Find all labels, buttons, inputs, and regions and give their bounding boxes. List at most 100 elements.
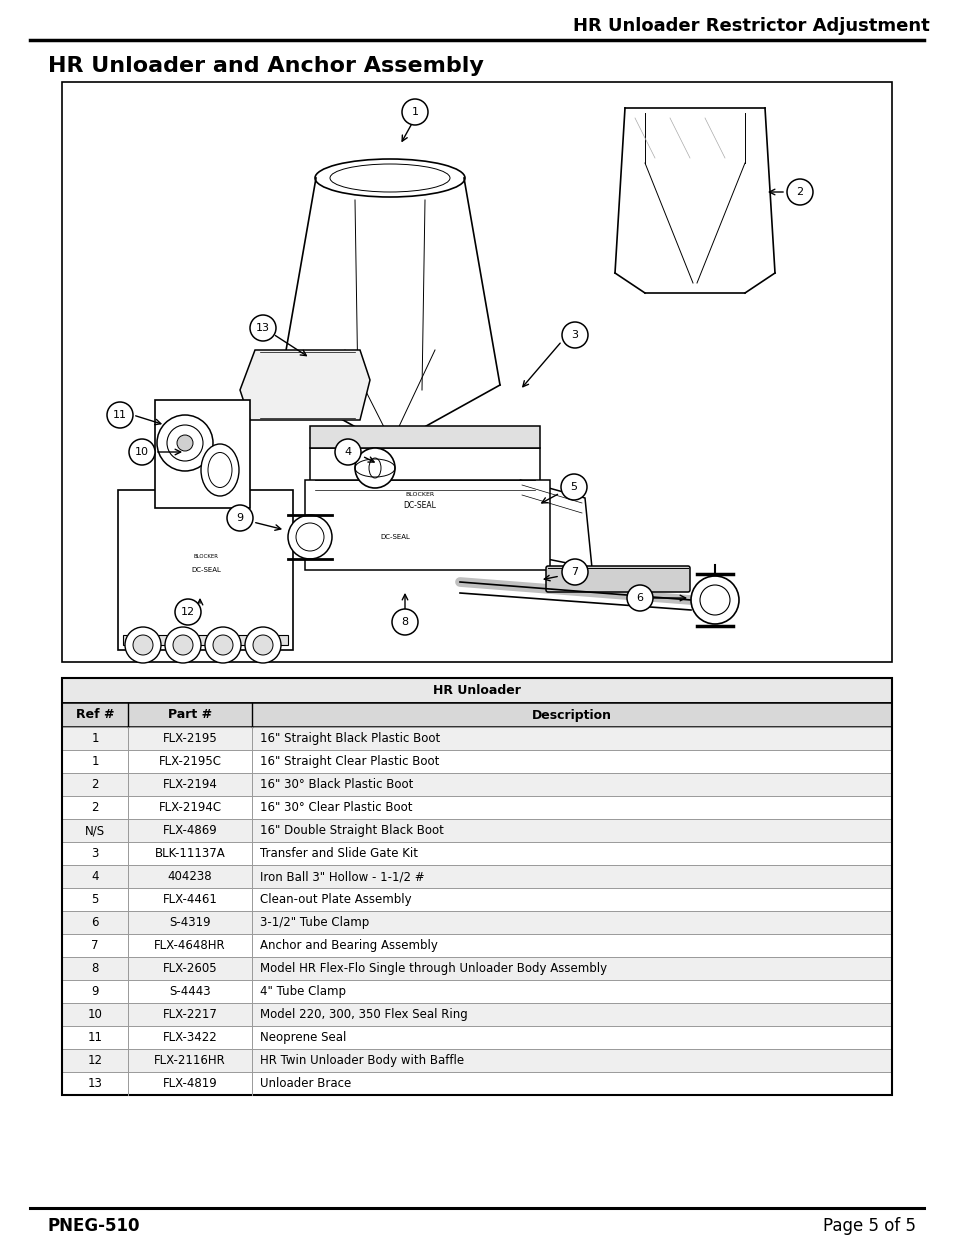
Text: Iron Ball 3" Hollow - 1-1/2 #: Iron Ball 3" Hollow - 1-1/2 #: [260, 869, 424, 883]
Circle shape: [700, 585, 729, 615]
Text: 2: 2: [91, 778, 99, 790]
Circle shape: [129, 438, 154, 466]
Bar: [62, 864, 891, 888]
Bar: [62, 1072, 891, 1095]
Bar: [62, 934, 891, 957]
Text: 9: 9: [91, 986, 99, 998]
Text: 16" Straight Clear Plastic Boot: 16" Straight Clear Plastic Boot: [260, 755, 439, 768]
Text: Model HR Flex-Flo Single through Unloader Body Assembly: Model HR Flex-Flo Single through Unloade…: [260, 962, 606, 974]
Ellipse shape: [208, 452, 232, 488]
Text: BLOCKER: BLOCKER: [193, 555, 218, 559]
Bar: [62, 82, 891, 662]
Bar: [62, 864, 891, 888]
FancyBboxPatch shape: [545, 566, 689, 592]
Text: 11: 11: [112, 410, 127, 420]
Bar: [345, 432, 444, 450]
Bar: [62, 1003, 891, 1026]
Text: FLX-2194C: FLX-2194C: [158, 802, 221, 814]
Text: FLX-2605: FLX-2605: [163, 962, 217, 974]
Circle shape: [253, 635, 273, 655]
Circle shape: [132, 635, 152, 655]
Bar: [62, 703, 891, 727]
Bar: [62, 1049, 891, 1072]
Bar: [310, 448, 539, 520]
Text: Anchor and Bearing Assembly: Anchor and Bearing Assembly: [260, 939, 437, 952]
Circle shape: [250, 315, 275, 341]
Text: HR Unloader and Anchor Assembly: HR Unloader and Anchor Assembly: [48, 56, 483, 77]
Bar: [62, 727, 891, 750]
Text: DC-SEAL: DC-SEAL: [403, 500, 436, 510]
Text: 9: 9: [236, 513, 243, 522]
Text: 3-1/2" Tube Clamp: 3-1/2" Tube Clamp: [260, 916, 369, 929]
Ellipse shape: [314, 159, 464, 198]
Text: FLX-4819: FLX-4819: [162, 1077, 217, 1091]
Circle shape: [177, 435, 193, 451]
Circle shape: [167, 425, 203, 461]
Bar: [62, 797, 891, 819]
Text: 16" Double Straight Black Boot: 16" Double Straight Black Boot: [260, 824, 443, 837]
Bar: [62, 911, 891, 934]
Ellipse shape: [330, 164, 450, 191]
Circle shape: [227, 505, 253, 531]
Polygon shape: [519, 480, 592, 568]
Text: 7: 7: [91, 939, 99, 952]
Text: 11: 11: [88, 1031, 102, 1044]
Bar: [62, 981, 891, 1003]
Bar: [62, 819, 891, 842]
Text: Transfer and Slide Gate Kit: Transfer and Slide Gate Kit: [260, 847, 417, 860]
Text: BLOCKER: BLOCKER: [405, 493, 435, 498]
Text: PNEG-510: PNEG-510: [48, 1216, 140, 1235]
Bar: [62, 957, 891, 981]
Text: 6: 6: [636, 593, 643, 603]
Bar: [62, 888, 891, 911]
Text: Ref #: Ref #: [75, 709, 114, 721]
Bar: [62, 1049, 891, 1072]
Circle shape: [392, 609, 417, 635]
Text: 8: 8: [401, 618, 408, 627]
Text: 404238: 404238: [168, 869, 213, 883]
Text: S-4443: S-4443: [169, 986, 211, 998]
Text: Part #: Part #: [168, 709, 212, 721]
Circle shape: [786, 179, 812, 205]
Text: 4" Tube Clamp: 4" Tube Clamp: [260, 986, 346, 998]
Bar: [62, 911, 891, 934]
Text: BLK-11137A: BLK-11137A: [154, 847, 225, 860]
Bar: [62, 981, 891, 1003]
Text: Description: Description: [532, 709, 612, 721]
Text: FLX-3422: FLX-3422: [162, 1031, 217, 1044]
Bar: [62, 1072, 891, 1095]
Bar: [62, 888, 891, 911]
Text: 8: 8: [91, 962, 98, 974]
Bar: [62, 934, 891, 957]
Text: 10: 10: [135, 447, 149, 457]
Text: DC-SEAL: DC-SEAL: [379, 534, 410, 540]
Bar: [62, 727, 891, 750]
Text: 6: 6: [91, 916, 99, 929]
Bar: [62, 842, 891, 864]
Text: 13: 13: [88, 1077, 102, 1091]
Ellipse shape: [201, 445, 239, 496]
Bar: [62, 678, 891, 1095]
Bar: [118, 490, 293, 650]
Text: S-4319: S-4319: [169, 916, 211, 929]
Text: 12: 12: [88, 1053, 102, 1067]
Circle shape: [561, 322, 587, 348]
Text: 4: 4: [91, 869, 99, 883]
Text: FLX-2195C: FLX-2195C: [158, 755, 221, 768]
Bar: [62, 1003, 891, 1026]
Bar: [62, 703, 891, 727]
Bar: [154, 400, 250, 508]
Circle shape: [157, 415, 213, 471]
Text: 16" 30° Black Plastic Boot: 16" 30° Black Plastic Boot: [260, 778, 413, 790]
Circle shape: [172, 635, 193, 655]
Bar: [310, 426, 539, 448]
Circle shape: [335, 438, 360, 466]
Circle shape: [245, 627, 281, 663]
Circle shape: [295, 522, 324, 551]
Circle shape: [107, 403, 132, 429]
Text: 2: 2: [91, 802, 99, 814]
Circle shape: [213, 635, 233, 655]
Text: FLX-2194: FLX-2194: [162, 778, 217, 790]
Polygon shape: [240, 350, 370, 420]
Text: HR Unloader Restrictor Adjustment: HR Unloader Restrictor Adjustment: [573, 17, 929, 35]
